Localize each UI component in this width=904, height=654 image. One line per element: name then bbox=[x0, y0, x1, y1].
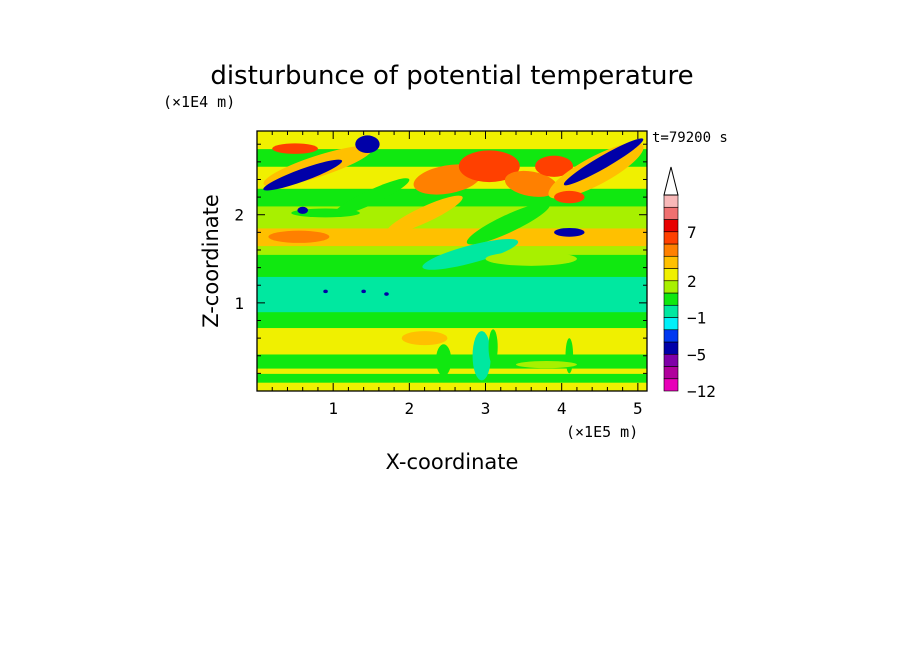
time-label: t=79200 s bbox=[652, 130, 728, 146]
field-feature bbox=[333, 178, 410, 216]
x-tick-label: 1 bbox=[328, 399, 338, 418]
colorbar-segment bbox=[663, 219, 679, 233]
colorbar: 7 2 −1 −5 −12 bbox=[663, 166, 716, 401]
field-feature bbox=[504, 170, 558, 197]
field-feature bbox=[485, 251, 577, 266]
field-feature bbox=[297, 206, 309, 214]
colorbar-segment bbox=[663, 366, 679, 380]
x-tick-label: 5 bbox=[633, 399, 643, 418]
field-feature bbox=[466, 202, 550, 245]
field-feature bbox=[355, 135, 380, 154]
colorbar-segment bbox=[663, 268, 679, 282]
field-feature bbox=[458, 150, 520, 183]
field-band bbox=[257, 373, 647, 383]
field-band bbox=[257, 227, 647, 247]
x-axis-title: X-coordinate bbox=[386, 450, 519, 474]
field-feature bbox=[386, 195, 463, 234]
colorbar-segment bbox=[663, 206, 679, 220]
field-feature bbox=[554, 227, 585, 237]
x-tick-label: 4 bbox=[557, 399, 567, 418]
colorbar-segment bbox=[663, 304, 679, 318]
y-unit-label: (×1E4 m) bbox=[163, 93, 235, 111]
y-tick-label: 2 bbox=[234, 206, 244, 225]
field-feature bbox=[563, 138, 644, 186]
field-feature bbox=[488, 329, 498, 365]
field-feature bbox=[272, 143, 318, 154]
field-band bbox=[257, 131, 647, 150]
colorbar-label: −5 bbox=[687, 345, 706, 364]
field-feature bbox=[361, 289, 366, 294]
field-feature bbox=[401, 331, 448, 346]
axis-ticks bbox=[257, 131, 647, 391]
field-band bbox=[257, 311, 647, 329]
colorbar-label: −12 bbox=[687, 382, 716, 401]
colorbar-label: 2 bbox=[687, 272, 697, 291]
contour-field bbox=[257, 131, 647, 391]
field-feature bbox=[422, 239, 519, 270]
y-tick-label: 1 bbox=[234, 294, 244, 313]
field-feature bbox=[472, 331, 491, 381]
field-feature bbox=[554, 190, 585, 204]
colorbar-segment bbox=[663, 317, 679, 331]
x-tick-label: 2 bbox=[405, 399, 415, 418]
y-axis-title: Z-coordinate bbox=[199, 194, 223, 328]
field-feature bbox=[323, 289, 328, 294]
field-feature bbox=[268, 230, 330, 243]
x-unit-label: (×1E5 m) bbox=[566, 423, 638, 441]
field-band bbox=[257, 276, 647, 313]
field-feature bbox=[515, 361, 577, 369]
chart-title: disturbunce of potential temperature bbox=[210, 61, 693, 91]
field-feature bbox=[384, 292, 389, 296]
field-feature bbox=[535, 155, 574, 177]
field-feature bbox=[565, 338, 574, 374]
field-band bbox=[257, 245, 647, 255]
field-band bbox=[257, 368, 647, 374]
x-tick-label: 3 bbox=[481, 399, 491, 418]
colorbar-label: −1 bbox=[687, 309, 706, 328]
y-tick-labels: 12 bbox=[234, 206, 244, 313]
field-band bbox=[257, 353, 647, 369]
colorbar-label: 7 bbox=[687, 223, 697, 242]
colorbar-segment bbox=[663, 243, 679, 257]
colorbar-segment bbox=[663, 341, 679, 355]
colorbar-extend-arrow bbox=[663, 166, 679, 196]
colorbar-segment bbox=[663, 255, 679, 269]
colorbar-segment bbox=[663, 378, 679, 392]
field-band bbox=[257, 327, 647, 355]
colorbar-segment bbox=[663, 353, 679, 367]
plot-frame bbox=[256, 130, 648, 392]
field-band bbox=[257, 382, 647, 391]
colorbar-segment bbox=[663, 194, 679, 208]
colorbar-segment bbox=[663, 329, 679, 343]
colorbar-segment bbox=[663, 280, 679, 294]
field-feature bbox=[263, 159, 343, 191]
field-feature bbox=[436, 344, 452, 377]
colorbar-segment bbox=[663, 292, 679, 306]
x-tick-labels: 1 2 3 4 5 bbox=[328, 399, 642, 418]
colorbar-segment bbox=[663, 231, 679, 245]
